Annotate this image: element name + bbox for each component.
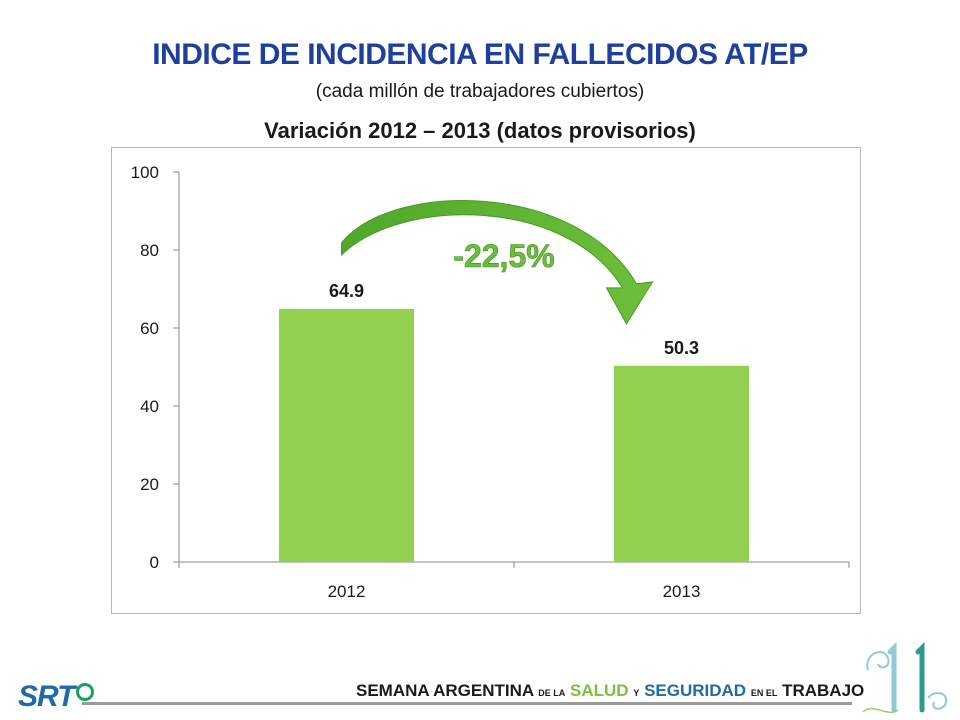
srt-logo: SRT xyxy=(18,680,95,714)
y-tick-label: 100 xyxy=(131,163,159,182)
banner-part-2: DE LA xyxy=(538,688,566,698)
bar-2013 xyxy=(614,365,749,562)
x-tick-label: 2013 xyxy=(663,582,701,601)
chart-frame: 0 20 40 60 80 100 64.9 2012 50.3 2013 -22,5% xyxy=(111,147,861,614)
chart-heading: Variación 2012 – 2013 (datos provisorios… xyxy=(264,118,696,143)
event-banner: SEMANA ARGENTINA DE LA SALUD Y SEGURIDAD… xyxy=(356,681,864,701)
change-annotation: -22,5% xyxy=(453,238,554,274)
bar-2012 xyxy=(279,308,414,562)
page-subtitle: (cada millón de trabajadores cubiertos) xyxy=(315,81,645,102)
change-arrow xyxy=(341,200,654,325)
banner-part-6: EN EL xyxy=(750,688,778,698)
edition-11-logo: 11 xyxy=(858,640,948,714)
y-tick-label: 40 xyxy=(140,397,159,416)
footer-divider xyxy=(82,702,852,705)
banner-part-5: SEGURIDAD xyxy=(644,681,747,700)
y-tick-label: 80 xyxy=(140,241,159,260)
y-tick-label: 20 xyxy=(140,475,159,494)
banner-part-1: SEMANA ARGENTINA xyxy=(356,681,534,700)
x-tick-label: 2012 xyxy=(328,582,366,601)
bar-value-label: 64.9 xyxy=(329,281,364,301)
srt-logo-mark xyxy=(76,683,95,702)
banner-part-3: SALUD xyxy=(570,681,629,700)
edition-number: 11 xyxy=(858,640,859,641)
page-title: INDICE DE INCIDENCIA EN FALLECIDOS AT/EP xyxy=(152,38,808,71)
bar-value-label: 50.3 xyxy=(664,338,699,358)
banner-part-7: TRABAJO xyxy=(782,681,865,700)
srt-logo-text: SRT xyxy=(18,680,75,713)
banner-part-4: Y xyxy=(633,688,640,698)
bar-chart: 0 20 40 60 80 100 64.9 2012 50.3 2013 -22,5% xyxy=(131,163,850,601)
y-tick-label: 0 xyxy=(150,553,159,572)
y-tick-label: 60 xyxy=(140,319,159,338)
